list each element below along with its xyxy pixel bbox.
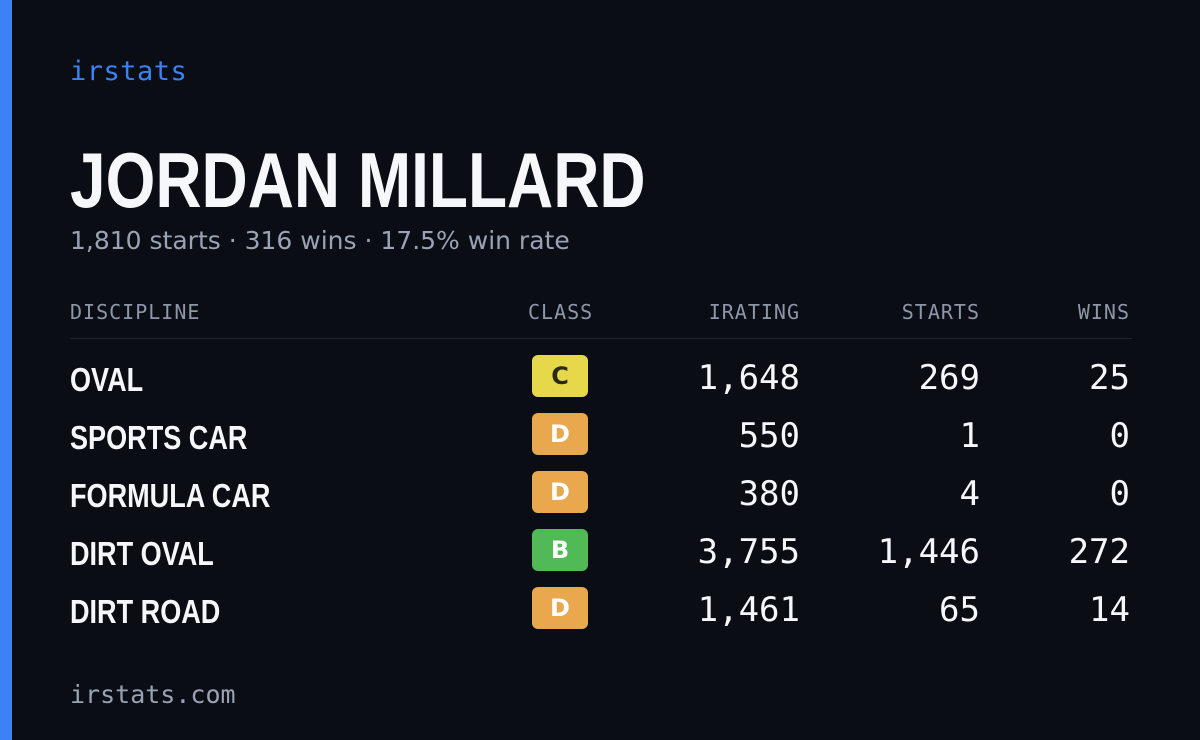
table-row: SPORTS CAR D 550 1 0 bbox=[70, 413, 1132, 471]
starts-value: 1 bbox=[959, 416, 980, 456]
stats-table-header: DISCIPLINE CLASS IRATING STARTS WINS bbox=[70, 300, 1132, 339]
starts-value: 1,446 bbox=[877, 532, 980, 572]
driver-name: JORDAN MILLARD bbox=[70, 136, 646, 224]
irating-value: 1,461 bbox=[697, 590, 800, 630]
header-irating: IRATING bbox=[708, 300, 800, 324]
class-badge: B bbox=[532, 529, 588, 571]
irating-value: 3,755 bbox=[697, 532, 800, 572]
discipline-name: SPORTS CAR bbox=[70, 419, 248, 456]
discipline-name: OVAL bbox=[70, 361, 144, 398]
table-row: DIRT ROAD D 1,461 65 14 bbox=[70, 587, 1132, 645]
table-row: DIRT OVAL B 3,755 1,446 272 bbox=[70, 529, 1132, 587]
class-badge: C bbox=[532, 355, 588, 397]
table-row: OVAL C 1,648 269 25 bbox=[70, 355, 1132, 413]
table-row: FORMULA CAR D 380 4 0 bbox=[70, 471, 1132, 529]
accent-bar bbox=[0, 0, 12, 740]
discipline-name: DIRT ROAD bbox=[70, 593, 221, 630]
header-wins: WINS bbox=[1077, 300, 1130, 324]
wins-value: 272 bbox=[1068, 532, 1130, 572]
starts-value: 4 bbox=[959, 474, 980, 514]
class-badge: D bbox=[532, 587, 588, 629]
wins-value: 25 bbox=[1089, 358, 1130, 398]
starts-value: 65 bbox=[939, 590, 980, 630]
starts-value: 269 bbox=[918, 358, 980, 398]
irating-value: 550 bbox=[738, 416, 800, 456]
footer-url[interactable]: irstats.com bbox=[70, 680, 236, 709]
header-discipline: DISCIPLINE bbox=[70, 300, 201, 324]
discipline-name: FORMULA CAR bbox=[70, 477, 271, 514]
class-badge: D bbox=[532, 413, 588, 455]
header-starts: STARTS bbox=[901, 300, 980, 324]
discipline-name: DIRT OVAL bbox=[70, 535, 214, 572]
driver-summary: 1,810 starts · 316 wins · 17.5% win rate bbox=[70, 226, 570, 255]
class-badge: D bbox=[532, 471, 588, 513]
irating-value: 380 bbox=[738, 474, 800, 514]
irating-value: 1,648 bbox=[697, 358, 800, 398]
wins-value: 0 bbox=[1109, 474, 1130, 514]
wins-value: 14 bbox=[1089, 590, 1130, 630]
header-class: CLASS bbox=[528, 300, 594, 324]
brand-logo-text[interactable]: irstats bbox=[70, 56, 188, 87]
wins-value: 0 bbox=[1109, 416, 1130, 456]
